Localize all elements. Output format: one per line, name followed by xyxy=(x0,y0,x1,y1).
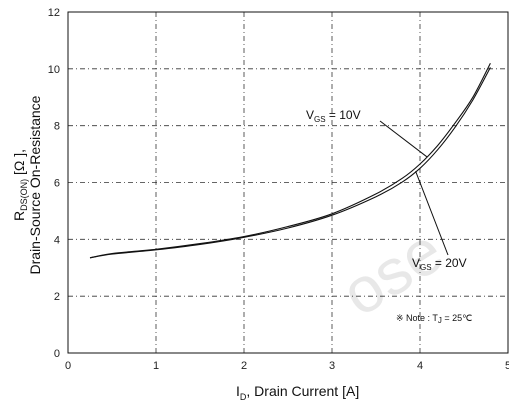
annotation-vgs-20v-rest: = 20V xyxy=(432,256,467,270)
note-rest: = 25℃ xyxy=(442,313,472,323)
y-axis-title-line1: RDS(ON) [Ω ], xyxy=(11,149,29,221)
y-tick-label: 12 xyxy=(48,7,60,19)
annotation-vgs-20v-main: V xyxy=(412,256,420,270)
x-tick-label: 5 xyxy=(505,360,509,372)
y-tick-label: 0 xyxy=(54,348,60,360)
x-tick-label: 2 xyxy=(241,360,247,372)
y-tick-label: 10 xyxy=(48,64,60,76)
annotation-vgs-20v-sub: GS xyxy=(420,263,432,272)
annotation-leader-10v xyxy=(379,120,428,158)
note-prefix: ※ Note : T xyxy=(396,313,438,323)
y-axis-title-rest: [Ω ], xyxy=(11,149,27,179)
y-axis-title-main: R xyxy=(11,211,27,221)
y-axis-title-line2: Drain-Source On-Resistance xyxy=(27,95,43,274)
x-tick-label: 4 xyxy=(417,360,423,372)
x-tick-label: 0 xyxy=(65,360,71,372)
x-axis-title-main: I xyxy=(236,383,240,399)
y-tick-label: 8 xyxy=(54,121,60,133)
y-axis-title: RDS(ON) [Ω ], Drain-Source On-Resistance xyxy=(11,95,43,274)
series-group xyxy=(89,62,491,259)
y-tick-label: 4 xyxy=(54,234,60,246)
x-axis-title: ID, Drain Current [A] xyxy=(236,383,359,402)
x-axis-title-sub: D xyxy=(240,392,247,402)
y-tick-label: 6 xyxy=(54,178,60,190)
note-sub: J xyxy=(438,316,442,325)
plot-frame xyxy=(67,11,509,354)
annotation-leader-20v xyxy=(415,170,449,256)
series-line-vgs-20v xyxy=(89,67,491,259)
annotation-vgs-10v-sub: GS xyxy=(314,115,326,124)
annotation-vgs-10v-main: V xyxy=(306,108,314,122)
annotation-vgs-10v: VGS = 10V xyxy=(306,108,361,124)
y-tick-label: 2 xyxy=(54,291,60,303)
grid-lines xyxy=(68,12,508,353)
x-tick-label: 1 xyxy=(153,360,159,372)
y-axis-title-sub: DS(ON) xyxy=(19,179,29,211)
x-axis-title-rest: , Drain Current [A] xyxy=(246,383,359,399)
annotation-vgs-10v-rest: = 10V xyxy=(326,108,361,122)
annotation-vgs-20v: VGS = 20V xyxy=(412,256,467,272)
note-text: ※ Note : TJ = 25℃ xyxy=(396,313,472,325)
x-tick-label: 3 xyxy=(329,360,335,372)
series-line-vgs-10v xyxy=(89,62,491,259)
